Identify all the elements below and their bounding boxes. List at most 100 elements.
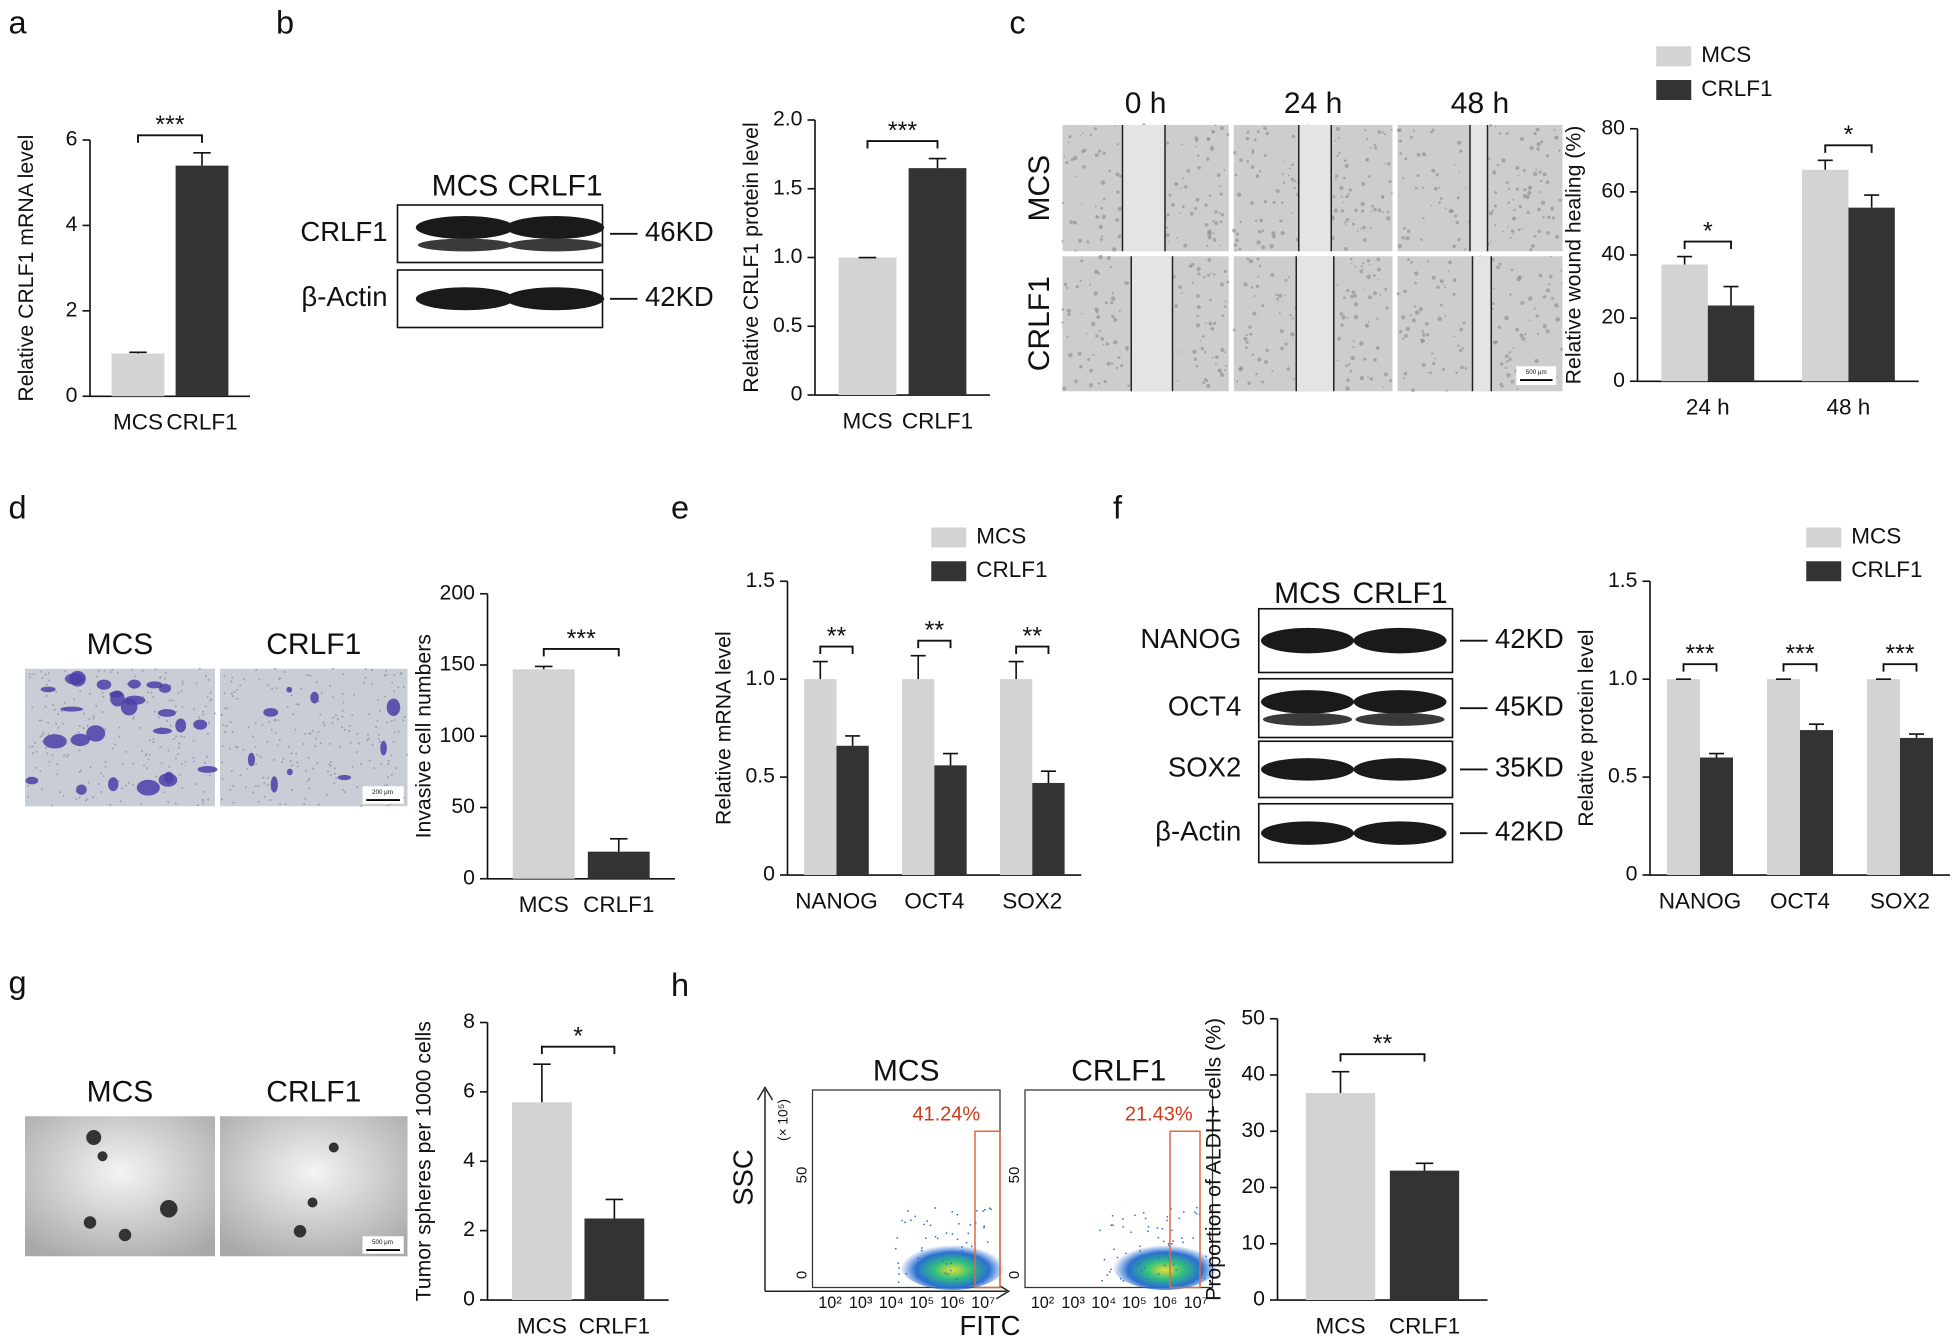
texture [55, 691, 58, 694]
texture [230, 770, 233, 773]
texture [1519, 136, 1524, 141]
texture [1411, 318, 1417, 323]
texture [223, 675, 226, 678]
texture [1118, 309, 1121, 312]
texture [1110, 296, 1116, 301]
texture [1560, 269, 1563, 272]
texture [351, 714, 354, 717]
texture [139, 726, 142, 729]
texture [101, 691, 104, 694]
flow-event [969, 1224, 972, 1226]
texture [1403, 289, 1407, 294]
texture [1100, 336, 1105, 341]
texture [1280, 201, 1284, 204]
error-bar [535, 665, 553, 670]
flow-event [910, 1219, 912, 1222]
texture [35, 750, 38, 753]
texture [1447, 270, 1450, 273]
texture [181, 763, 184, 766]
texture [1528, 296, 1533, 301]
texture [1524, 332, 1527, 336]
texture [231, 784, 234, 787]
texture [1363, 289, 1365, 291]
texture [1081, 132, 1084, 135]
significance-label: *** [567, 625, 596, 653]
texture [131, 784, 134, 787]
texture [1214, 355, 1219, 359]
texture [266, 741, 269, 744]
legend-label: MCS [976, 523, 1026, 548]
texture [1245, 333, 1249, 337]
texture [1269, 244, 1274, 249]
texture [1249, 332, 1253, 336]
y-tick-label: 0 [763, 862, 775, 886]
flow-event [1138, 1263, 1141, 1265]
texture [1512, 233, 1515, 235]
flow-event [988, 1207, 991, 1210]
texture [1291, 163, 1294, 167]
texture [1494, 191, 1498, 195]
gate [974, 1130, 1001, 1289]
texture [1232, 328, 1236, 332]
texture [1512, 346, 1515, 349]
texture [204, 705, 207, 708]
texture [230, 692, 233, 695]
legend-label: MCS [1701, 42, 1751, 67]
texture [1340, 209, 1344, 213]
texture [1211, 356, 1214, 359]
texture [1513, 208, 1516, 212]
texture [1204, 203, 1208, 207]
flow-tick: 50 [793, 1167, 810, 1184]
texture [308, 777, 311, 780]
texture [1433, 186, 1438, 191]
x-tick-label: NANOG [1659, 888, 1742, 913]
error-bar [943, 752, 959, 766]
texture [1224, 300, 1227, 303]
texture [144, 754, 147, 757]
texture [118, 726, 121, 729]
wound [1122, 125, 1165, 252]
y-tick-label: 6 [463, 1078, 475, 1102]
texture [341, 715, 344, 718]
texture [40, 788, 43, 791]
texture [1275, 189, 1280, 194]
flow-tick: 10³ [1061, 1294, 1085, 1312]
texture [1250, 200, 1254, 205]
texture [1283, 181, 1286, 185]
texture [1342, 201, 1345, 204]
texture [1426, 332, 1430, 337]
group-label: MCS [873, 1054, 940, 1087]
significance-label: * [1844, 121, 1854, 149]
texture [1439, 197, 1443, 200]
texture [104, 761, 107, 764]
texture [114, 743, 117, 746]
error-bar [1040, 770, 1056, 783]
texture [45, 694, 48, 697]
texture [290, 752, 293, 755]
texture [1363, 357, 1367, 361]
texture [311, 729, 314, 732]
texture [229, 788, 232, 791]
legend-swatch [1656, 46, 1692, 67]
texture [1389, 379, 1393, 383]
group-label: CRLF1 [1071, 1054, 1166, 1087]
texture [192, 707, 195, 710]
texture [1279, 329, 1284, 334]
texture [1109, 265, 1113, 269]
flow-event [970, 1245, 973, 1248]
texture [1117, 234, 1122, 239]
flow-event [917, 1257, 920, 1260]
texture [86, 798, 89, 801]
texture [1509, 236, 1512, 240]
texture [86, 724, 89, 727]
texture [1261, 245, 1266, 250]
texture [387, 759, 390, 762]
texture [1410, 261, 1413, 264]
texture [181, 786, 184, 789]
significance-bracket [1782, 663, 1818, 672]
texture [1549, 274, 1553, 279]
texture [1361, 182, 1366, 186]
wound [1131, 256, 1173, 392]
texture [1192, 349, 1197, 355]
texture [1204, 222, 1209, 227]
